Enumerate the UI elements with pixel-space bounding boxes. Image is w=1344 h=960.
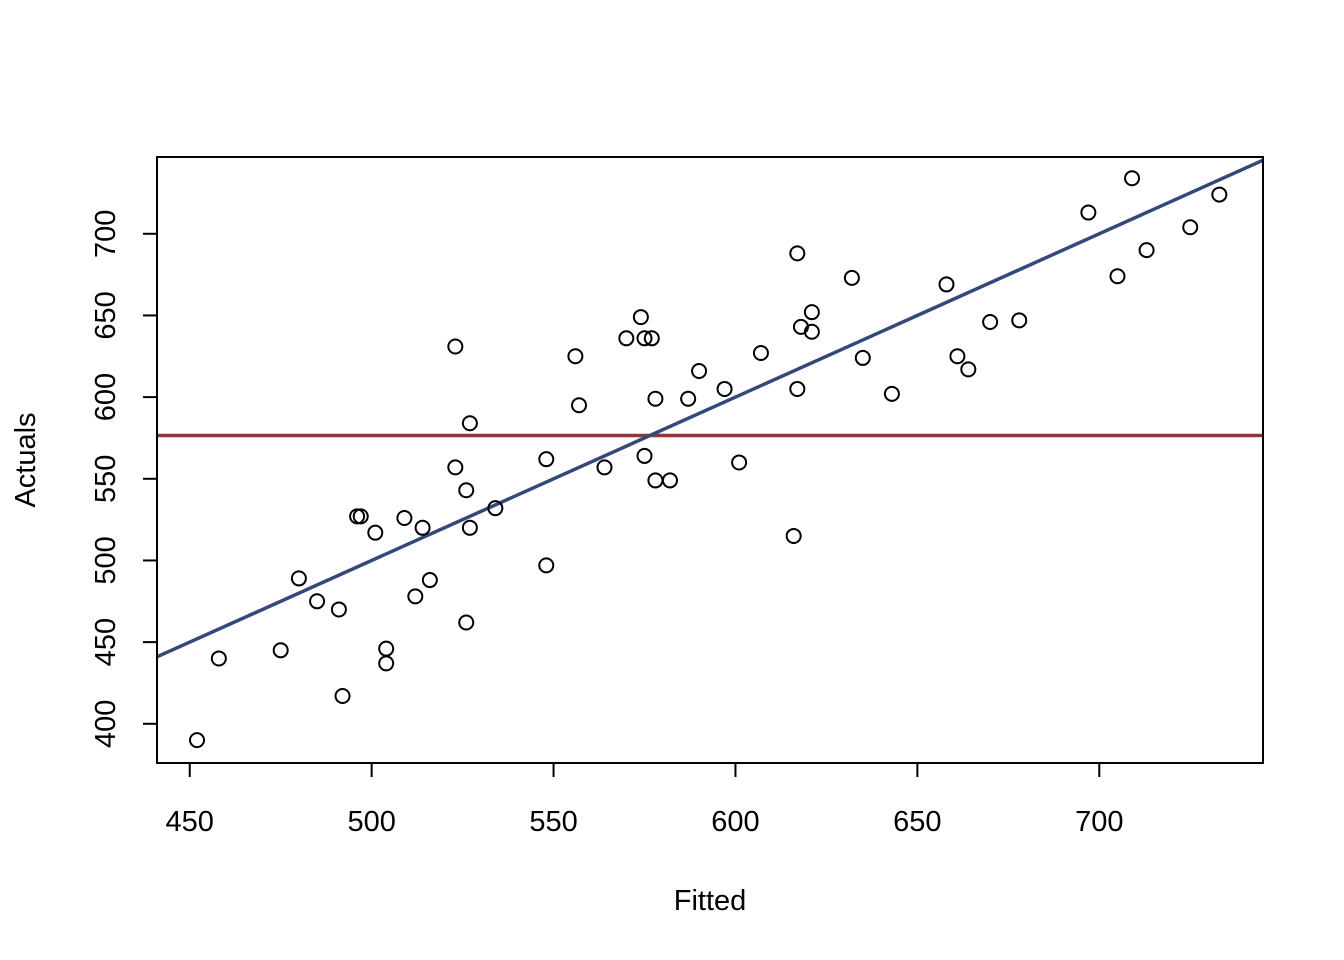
plot-frame: [156, 156, 1264, 764]
x-tick-label: 450: [166, 806, 214, 838]
data-point: [982, 313, 999, 330]
data-point: [618, 330, 635, 347]
data-point: [421, 572, 438, 589]
data-point: [447, 338, 464, 355]
data-point: [272, 642, 289, 659]
plot-area: [157, 158, 1263, 749]
data-point: [789, 245, 806, 262]
data-point: [407, 588, 424, 605]
data-point: [447, 459, 464, 476]
data-point: [458, 482, 475, 499]
y-tick-label: 700: [90, 210, 122, 258]
data-point: [1138, 242, 1155, 259]
data-point: [731, 454, 748, 471]
data-point: [938, 276, 955, 293]
regression-line: [157, 158, 1263, 659]
data-point: [789, 380, 806, 397]
data-point: [883, 385, 900, 402]
data-point: [632, 309, 649, 326]
y-tick-label: 450: [90, 618, 122, 666]
data-point: [843, 269, 860, 286]
data-point: [458, 614, 475, 631]
data-point: [309, 593, 326, 610]
data-point: [647, 390, 664, 407]
data-point: [636, 447, 653, 464]
x-tick-label: 550: [529, 806, 577, 838]
data-point: [330, 601, 347, 618]
data-point: [949, 348, 966, 365]
data-point: [414, 519, 431, 536]
data-point: [785, 527, 802, 544]
data-point: [752, 345, 769, 362]
x-tick-label: 700: [1075, 806, 1123, 838]
data-point: [1124, 170, 1141, 187]
y-tick-label: 600: [90, 373, 122, 421]
data-point: [352, 508, 369, 525]
y-tick-label: 400: [90, 700, 122, 748]
y-tick-label: 550: [90, 455, 122, 503]
data-point: [538, 557, 555, 574]
data-point: [1109, 268, 1126, 285]
y-tick-label: 500: [90, 536, 122, 584]
y-tick-label: 650: [90, 291, 122, 339]
data-point: [1182, 219, 1199, 236]
data-point: [960, 361, 977, 378]
data-point: [571, 397, 588, 414]
data-point: [378, 655, 395, 672]
data-point: [803, 323, 820, 340]
data-point: [367, 524, 384, 541]
data-point: [596, 459, 613, 476]
data-point: [647, 472, 664, 489]
data-point: [538, 451, 555, 468]
x-tick-label: 650: [893, 806, 941, 838]
data-point: [1080, 204, 1097, 221]
axes: 450 500 550 600 650 700 400 450 500 550 600 650 700: [90, 156, 1264, 838]
data-point: [567, 348, 584, 365]
data-point: [378, 640, 395, 657]
data-point: [461, 519, 478, 536]
data-point: [487, 500, 504, 517]
x-axis-title: Fitted: [674, 885, 747, 917]
data-point: [290, 570, 307, 587]
data-point: [210, 650, 227, 667]
data-point: [1211, 186, 1228, 203]
data-point: [636, 330, 653, 347]
data-point: [643, 330, 660, 347]
data-point: [680, 390, 697, 407]
data-point: [334, 688, 351, 705]
data-point: [803, 304, 820, 321]
data-point: [691, 362, 708, 379]
data-point: [854, 349, 871, 366]
x-tick-label: 500: [347, 806, 395, 838]
data-point: [716, 380, 733, 397]
data-point: [461, 415, 478, 432]
y-axis-title: Actuals: [10, 412, 42, 507]
data-point: [661, 472, 678, 489]
x-tick-label: 600: [711, 806, 759, 838]
data-point: [1011, 312, 1028, 329]
data-point: [396, 509, 413, 526]
data-point: [189, 732, 206, 749]
